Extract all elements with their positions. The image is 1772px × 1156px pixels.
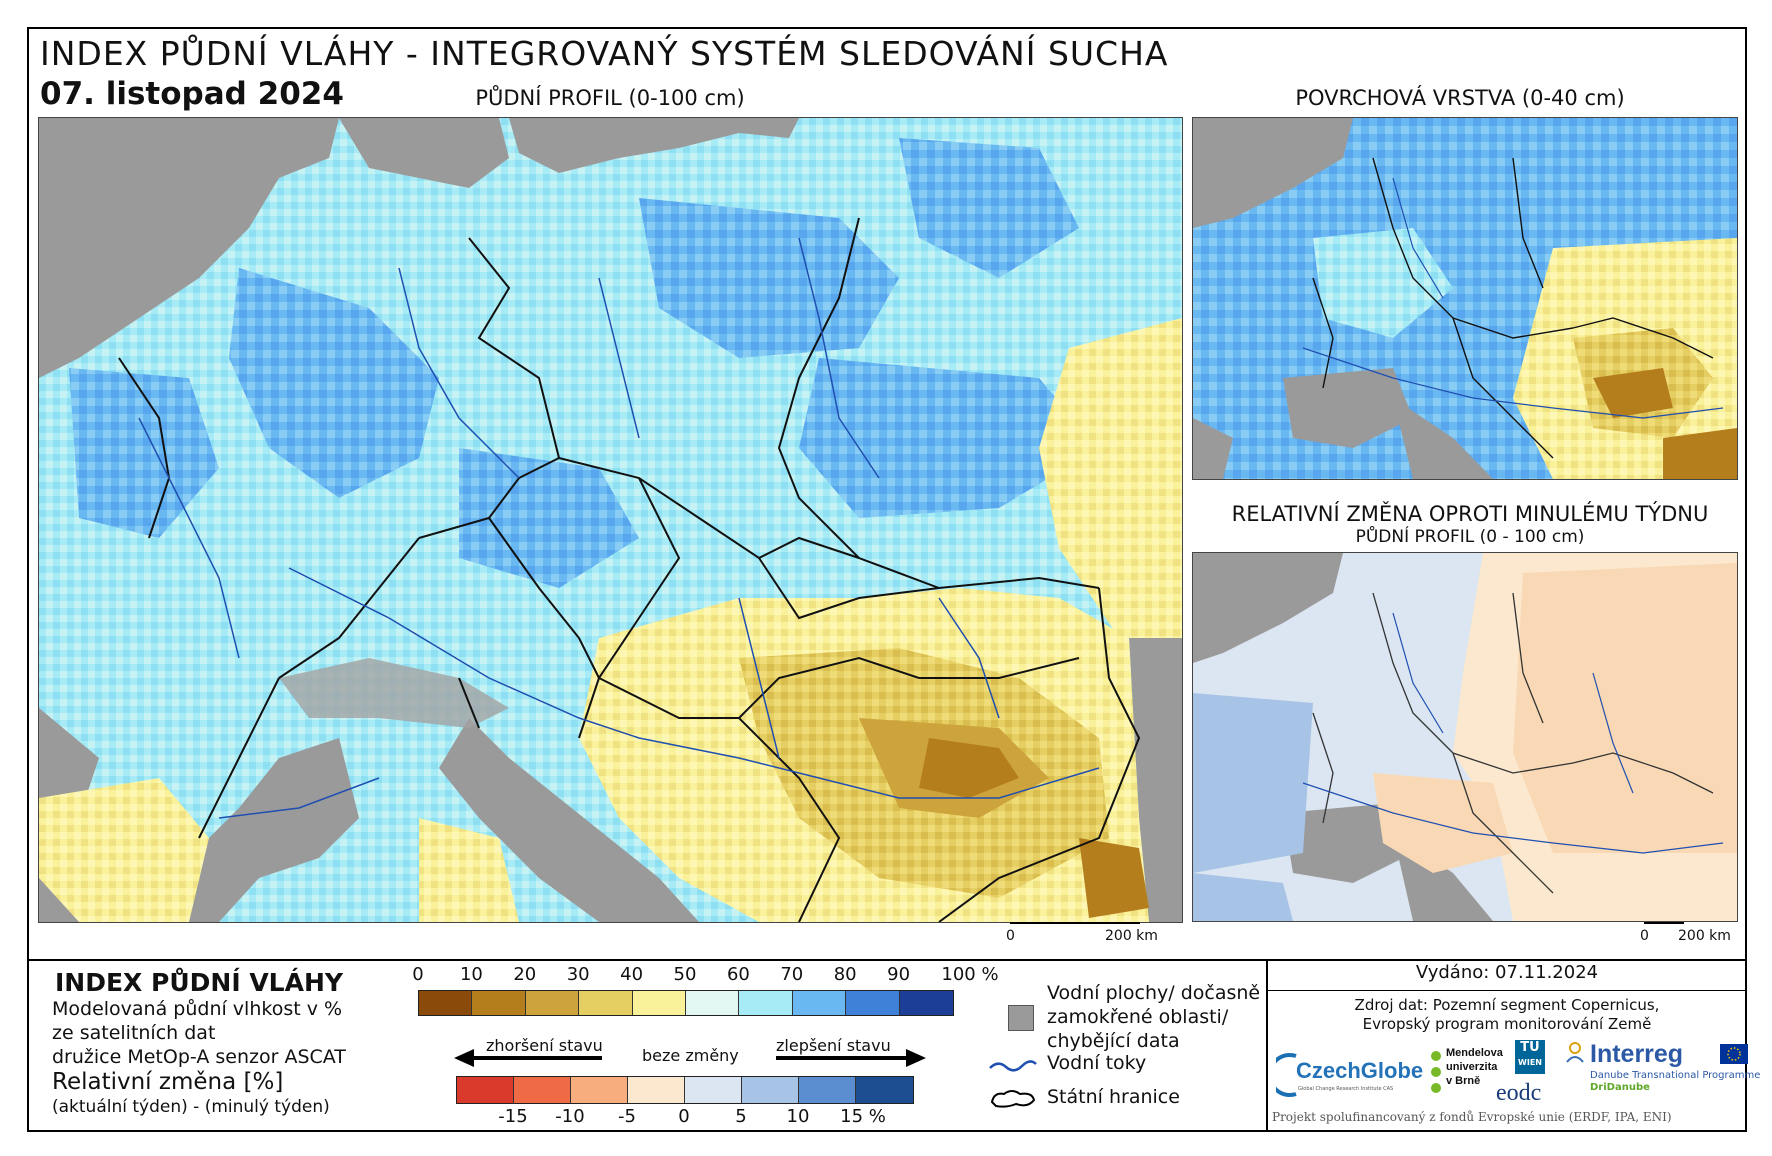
legend-desc-1: Modelovaná půdní vlhkost v % bbox=[52, 998, 343, 1020]
moisture-swatch bbox=[472, 991, 526, 1015]
water-bodies-swatch bbox=[1008, 1005, 1034, 1031]
moisture-swatch bbox=[632, 991, 686, 1015]
worse-label: zhoršení stavu bbox=[486, 1036, 603, 1055]
interreg-project: DriDanube bbox=[1590, 1082, 1650, 1093]
czechglobe-subtitle: Global Change Research Institute CAS bbox=[1298, 1086, 1394, 1092]
legend-desc-2: ze satelitních dat bbox=[52, 1022, 216, 1044]
change-direction-arrows bbox=[454, 1049, 926, 1067]
moisture-tick: 10 bbox=[459, 964, 483, 985]
change-swatch bbox=[457, 1077, 514, 1103]
moisture-swatch bbox=[525, 991, 580, 1015]
change-tick: -5 bbox=[618, 1106, 636, 1127]
mendel-line-3: v Brně bbox=[1446, 1075, 1481, 1087]
interreg-logo: Interreg Danube Transnational Programme … bbox=[1564, 1040, 1760, 1093]
moisture-swatch bbox=[419, 991, 473, 1015]
main-map-label: PŮDNÍ PROFIL (0-100 cm) bbox=[475, 86, 745, 110]
main-soil-moisture-map bbox=[38, 117, 1183, 923]
interreg-emblem-icon bbox=[1566, 1042, 1584, 1063]
czechglobe-name: CzechGlobe bbox=[1296, 1058, 1424, 1083]
change-tick: -10 bbox=[555, 1106, 585, 1127]
moisture-tick: 50 bbox=[673, 964, 697, 985]
mendel-line-2: univerzita bbox=[1446, 1061, 1498, 1073]
moisture-tick: 20 bbox=[513, 964, 537, 985]
change-map-label: RELATIVNÍ ZMĚNA OPROTI MINULÉMU TÝDNU bbox=[1231, 502, 1709, 526]
mendel-line-1: Mendelova bbox=[1446, 1047, 1503, 1059]
surface-map-graphic bbox=[1193, 118, 1737, 479]
tuwien-line-2: WIEN bbox=[1518, 1058, 1542, 1067]
water-bodies-label-1: Vodní plochy/ dočasně bbox=[1047, 982, 1261, 1004]
legend-title: INDEX PŮDNÍ VLÁHY bbox=[55, 968, 343, 997]
moisture-tick: 80 bbox=[833, 964, 857, 985]
change-swatch bbox=[742, 1077, 799, 1103]
data-source: Zdroj dat: Pozemní segment Copernicus, E… bbox=[1268, 996, 1746, 1034]
change-tick: 0 bbox=[678, 1106, 690, 1127]
surface-layer-map bbox=[1192, 117, 1738, 480]
border-outline-icon bbox=[990, 1090, 1036, 1108]
moisture-tick: 90 bbox=[887, 964, 911, 985]
issued-divider bbox=[1266, 990, 1746, 991]
mendelu-logo: Mendelova univerzita v Brně bbox=[1428, 1046, 1503, 1110]
moisture-tick: 40 bbox=[620, 964, 644, 985]
legend-divider bbox=[28, 959, 1745, 961]
rivers-label: Vodní toky bbox=[1047, 1052, 1147, 1074]
change-colorbar bbox=[456, 1076, 914, 1104]
moisture-tick: 0 bbox=[412, 964, 424, 985]
change-swatch bbox=[571, 1077, 628, 1103]
change-swatch bbox=[628, 1077, 685, 1103]
surface-map-label: POVRCHOVÁ VRSTVA (0-40 cm) bbox=[1295, 86, 1625, 110]
change-tick: 10 bbox=[786, 1106, 810, 1127]
cofunding-footnote: Projekt spolufinancovaný z fondů Evropsk… bbox=[1272, 1110, 1672, 1124]
moisture-swatch bbox=[579, 991, 633, 1015]
tuwien-logo: TU WIEN bbox=[1515, 1040, 1545, 1074]
change-tick: -15 bbox=[498, 1106, 528, 1127]
main-map-scalebar: 0 200 km bbox=[1006, 922, 1158, 944]
small-map-scalebar: 0 200 km bbox=[1640, 922, 1731, 944]
change-map-graphic bbox=[1193, 553, 1737, 921]
czechglobe-logo: CzechGlobe Global Change Research Instit… bbox=[1267, 1050, 1426, 1102]
eu-flag-icon bbox=[1720, 1044, 1748, 1064]
relative-change-title: Relativní změna [%] bbox=[52, 1069, 284, 1095]
main-map-graphic bbox=[39, 118, 1182, 922]
issue-date-heading: 07. listopad 2024 bbox=[40, 76, 344, 112]
river-line-icon bbox=[989, 1060, 1037, 1072]
small-scale-zero: 0 bbox=[1640, 928, 1649, 944]
moisture-colorbar bbox=[418, 990, 954, 1016]
main-scale-label: 200 km bbox=[1105, 928, 1158, 944]
page-title: INDEX PŮDNÍ VLÁHY - INTEGROVANÝ SYSTÉM S… bbox=[40, 34, 1169, 73]
change-swatch bbox=[514, 1077, 571, 1103]
small-scale-label: 200 km bbox=[1678, 928, 1731, 944]
main-scale-zero: 0 bbox=[1006, 928, 1015, 944]
better-label: zlepšení stavu bbox=[776, 1036, 891, 1055]
moisture-tick: 60 bbox=[726, 964, 750, 985]
data-source-line-2: Evropský program monitorování Země bbox=[1362, 1015, 1652, 1033]
no-change-label: beze změny bbox=[642, 1046, 739, 1065]
moisture-swatch bbox=[792, 991, 847, 1015]
moisture-tick: 70 bbox=[780, 964, 804, 985]
moisture-swatch bbox=[899, 991, 953, 1015]
water-bodies-label-2: zamokřené oblasti/ bbox=[1047, 1006, 1229, 1028]
relative-change-desc: (aktuální týden) - (minulý týden) bbox=[52, 1097, 330, 1117]
change-swatch bbox=[856, 1077, 913, 1103]
change-tick: 15 % bbox=[840, 1106, 886, 1127]
eodc-logo: eodc bbox=[1496, 1080, 1542, 1106]
borders-label: Státní hranice bbox=[1047, 1086, 1180, 1108]
change-swatch bbox=[799, 1077, 856, 1103]
moisture-tick: 100 % bbox=[941, 964, 999, 985]
issued-date: Vydáno: 07.11.2024 bbox=[1415, 962, 1599, 983]
interreg-name: Interreg bbox=[1590, 1040, 1684, 1068]
water-bodies-label-3: chybějící data bbox=[1047, 1030, 1180, 1052]
change-map-sublabel: PŮDNÍ PROFIL (0 - 100 cm) bbox=[1355, 527, 1585, 547]
moisture-swatch bbox=[685, 991, 740, 1015]
change-tick: 5 bbox=[735, 1106, 747, 1127]
relative-change-map bbox=[1192, 552, 1738, 922]
moisture-tick: 30 bbox=[566, 964, 590, 985]
info-divider bbox=[1266, 959, 1268, 1131]
data-source-line-1: Zdroj dat: Pozemní segment Copernicus, bbox=[1354, 996, 1660, 1014]
moisture-swatch bbox=[739, 991, 793, 1015]
tuwien-line-1: TU bbox=[1520, 1040, 1540, 1055]
legend-desc-3: družice MetOp-A senzor ASCAT bbox=[52, 1046, 346, 1068]
moisture-swatch bbox=[846, 991, 900, 1015]
change-swatch bbox=[685, 1077, 742, 1103]
interreg-programme: Danube Transnational Programme bbox=[1590, 1070, 1761, 1081]
